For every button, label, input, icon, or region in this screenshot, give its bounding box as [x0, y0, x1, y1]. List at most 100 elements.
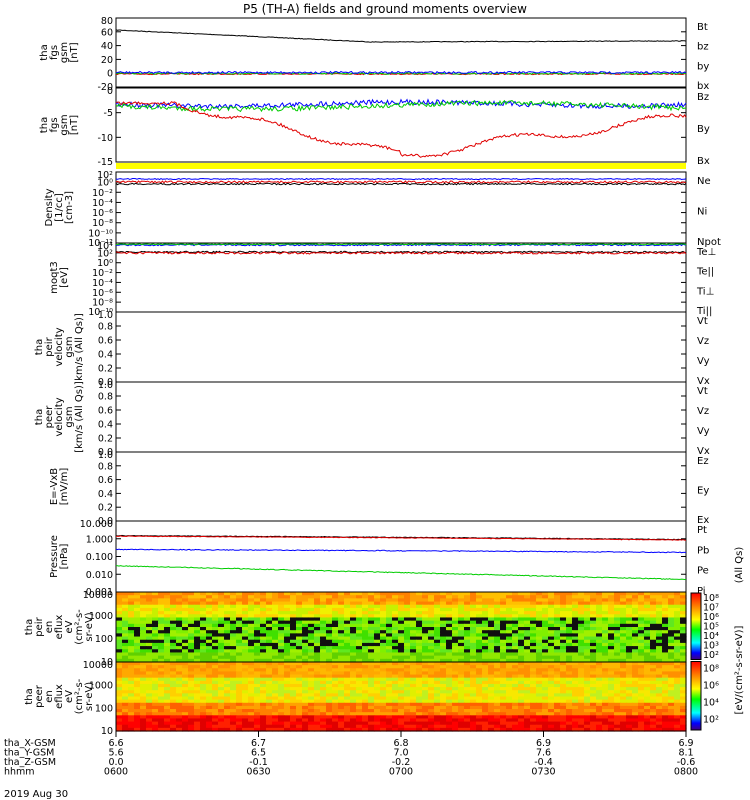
spectrogram-cell — [386, 696, 393, 701]
spectrogram-cell — [368, 601, 375, 606]
spectrogram-cell — [434, 683, 441, 688]
spectrogram-cell — [626, 630, 633, 634]
spectrogram-cell — [554, 724, 561, 729]
spectrogram-cell — [380, 642, 387, 647]
spectrogram-cell — [344, 721, 351, 726]
spectrogram-cell — [680, 721, 687, 726]
spectrogram-cell — [122, 677, 129, 682]
spectrogram-cell — [182, 721, 189, 726]
spectrogram-cell — [248, 662, 255, 666]
spectrogram-cell — [362, 674, 369, 679]
x-tick-label: 0800 — [674, 767, 698, 778]
panel-frame — [115, 242, 687, 313]
spectrogram-cell — [176, 630, 183, 634]
spectrogram-cell — [188, 715, 195, 720]
spectrogram-cell — [242, 630, 249, 634]
spectrogram-cell — [188, 601, 195, 606]
spectrogram-cell — [296, 636, 303, 641]
spectrogram-cell — [374, 693, 381, 698]
spectrogram-cell — [362, 627, 369, 631]
spectrogram-cell — [500, 601, 507, 606]
spectrogram-cell — [392, 709, 399, 713]
spectrogram-cell — [680, 727, 687, 732]
spectrogram-cell — [140, 683, 147, 688]
spectrogram-cell — [518, 690, 525, 694]
spectrogram-cell — [530, 617, 537, 622]
spectrogram-cell — [482, 671, 489, 676]
spectrogram-cell — [362, 677, 369, 682]
spectrogram-cell — [572, 662, 579, 666]
spectrogram-cell — [206, 604, 213, 609]
spectrogram-cell — [368, 699, 375, 704]
spectrogram-cell — [656, 611, 663, 615]
spectrogram-cell — [656, 623, 663, 628]
spectrogram-cell — [566, 690, 573, 694]
spectrogram-cell — [176, 690, 183, 694]
spectrogram-cell — [410, 598, 417, 603]
spectrogram-cell — [572, 705, 579, 710]
spectrogram-cell — [278, 677, 285, 682]
spectrogram-cell — [614, 727, 621, 732]
spectrogram-cell — [440, 607, 447, 612]
spectrogram-cell — [626, 633, 633, 638]
spectrogram-cell — [518, 680, 525, 685]
spectrogram-cell — [236, 727, 243, 732]
spectrogram-cell — [488, 674, 495, 679]
y-label-line: fgs — [49, 45, 60, 60]
spectrogram-cell — [278, 671, 285, 676]
spectrogram-cell — [482, 652, 489, 657]
spectrogram-cell — [410, 604, 417, 609]
spectrogram-cell — [140, 699, 147, 704]
spectrogram-cell — [638, 620, 645, 625]
spectrogram-cell — [380, 601, 387, 606]
spectrogram-cell — [416, 598, 423, 603]
spectrogram-cell — [152, 614, 159, 619]
spectrogram-cell — [458, 633, 465, 638]
spectrogram-cell — [536, 655, 543, 660]
spectrogram-cell — [452, 636, 459, 641]
spectrogram-cell — [320, 683, 327, 688]
spectrogram-cell — [578, 601, 585, 606]
spectrogram-cell — [260, 696, 267, 701]
spectrogram-cell — [554, 696, 561, 701]
spectrogram-cell — [404, 627, 411, 631]
spectrogram-cell — [290, 658, 297, 663]
spectrogram-cell — [590, 683, 597, 688]
x-row-label: tha_X-GSM — [4, 738, 56, 749]
spectrogram-cell — [356, 652, 363, 657]
spectrogram-cell — [560, 658, 567, 663]
spectrogram-cell — [164, 687, 171, 691]
spectrogram-cell — [152, 646, 159, 650]
spectrogram-cell — [230, 649, 237, 654]
spectrogram-cell — [320, 598, 327, 603]
spectrogram-cell — [614, 699, 621, 704]
spectrogram-cell — [242, 705, 249, 710]
spectrogram-cell — [506, 617, 513, 622]
spectrogram-cell — [500, 724, 507, 729]
spectrogram-cell — [260, 592, 267, 596]
spectrogram-cell — [128, 636, 135, 641]
spectrogram-cell — [530, 727, 537, 732]
spectrogram-cell — [524, 592, 531, 596]
spectrogram-cell — [620, 636, 627, 641]
spectrogram-cell — [170, 693, 177, 698]
spectrogram-cell — [128, 699, 135, 704]
spectrogram-cell — [662, 696, 669, 701]
spectrogram-cell — [464, 693, 471, 698]
spectrogram-cell — [656, 721, 663, 726]
spectrogram-cell — [362, 607, 369, 612]
spectrogram-cell — [512, 699, 519, 704]
spectrogram-cell — [482, 712, 489, 716]
y-label-line: tha — [34, 339, 45, 355]
spectrogram-cell — [386, 601, 393, 606]
spectrogram-cell — [644, 690, 651, 694]
spectrogram-cell — [524, 601, 531, 606]
spectrogram-cell — [662, 639, 669, 644]
spectrogram-cell — [452, 630, 459, 634]
spectrogram-cell — [488, 607, 495, 612]
spectrogram-cell — [662, 705, 669, 710]
spectrogram-cell — [290, 705, 297, 710]
spectrogram-cell — [662, 727, 669, 732]
spectrogram-cell — [248, 630, 255, 634]
spectrogram-cell — [338, 702, 345, 707]
